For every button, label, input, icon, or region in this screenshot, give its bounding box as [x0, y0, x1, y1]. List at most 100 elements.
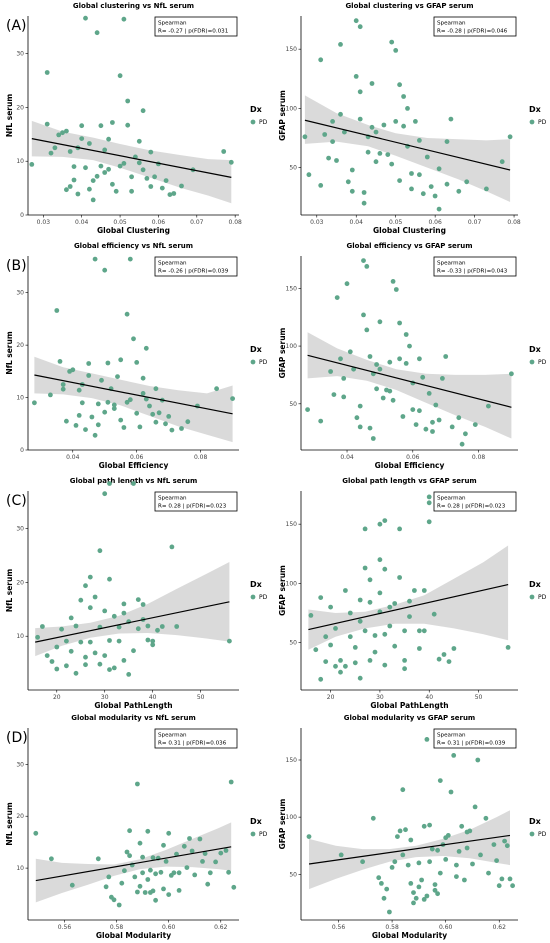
data-point [417, 408, 422, 414]
data-point [207, 870, 213, 876]
legend-marker [529, 359, 535, 365]
data-point [372, 633, 378, 638]
y-tick-label: 10 [16, 865, 24, 872]
data-point [95, 401, 101, 407]
data-point [377, 590, 383, 596]
data-point [400, 787, 406, 793]
data-point [395, 834, 400, 839]
data-point [427, 859, 432, 865]
data-point [411, 900, 416, 906]
data-point [445, 833, 451, 838]
data-point [143, 396, 149, 402]
data-point [143, 345, 149, 351]
stat-box [154, 728, 238, 749]
y-tick-label: 30 [16, 526, 24, 533]
data-point [87, 186, 92, 192]
data-point [483, 815, 489, 821]
data-point [67, 149, 73, 154]
data-point [374, 362, 379, 367]
data-point [347, 610, 353, 616]
data-point [338, 658, 343, 663]
data-point [121, 601, 127, 607]
data-point [150, 638, 156, 644]
data-point [129, 174, 135, 180]
data-point [121, 425, 127, 430]
data-point [86, 373, 92, 378]
data-point [150, 855, 156, 861]
data-point [167, 192, 173, 198]
data-point [306, 172, 312, 178]
data-point [441, 652, 447, 657]
x-tick-label: 40 [149, 694, 157, 701]
data-point [127, 853, 132, 859]
data-point [92, 256, 98, 262]
y-tick-label: 100 [286, 343, 298, 350]
data-point [140, 167, 146, 173]
data-point [407, 343, 412, 349]
stat-value: R= -0.28 | p(FDR)=0.046 [437, 29, 508, 35]
data-point [397, 526, 402, 532]
data-point [357, 597, 363, 603]
legend-title: Dx [529, 817, 542, 826]
panel-label: (B) [6, 258, 27, 274]
data-point [428, 184, 434, 190]
data-point [328, 369, 333, 374]
data-point [417, 356, 422, 362]
data-point [432, 882, 438, 887]
data-point [402, 666, 407, 672]
data-point [432, 887, 438, 893]
y-tick-label: 50 [289, 401, 297, 408]
data-point [430, 419, 435, 425]
x-tick-label: 0.07 [190, 219, 204, 226]
data-point [49, 659, 55, 664]
data-point [125, 98, 131, 104]
data-point [416, 860, 422, 866]
data-point [382, 518, 388, 523]
data-point [334, 158, 339, 163]
chart-4: (C) Global path length vs NfL serum 20 30 40… [5, 477, 268, 710]
data-point [153, 871, 159, 877]
data-point [48, 150, 54, 156]
data-point [102, 170, 108, 175]
chart-3: Global efficiency vs GFAP serum 0.04 0.06 0… [278, 242, 547, 470]
data-point [107, 481, 112, 486]
data-point [87, 639, 93, 645]
data-point [106, 136, 111, 142]
data-point [68, 615, 74, 621]
data-point [401, 94, 406, 99]
y-tick-label: 0 [20, 447, 24, 454]
data-point [52, 145, 58, 151]
data-point [443, 354, 449, 359]
regression-line [35, 846, 232, 882]
x-axis-label: Global Efficiency [375, 461, 445, 470]
data-point [456, 415, 462, 421]
data-point [376, 875, 382, 881]
data-point [137, 840, 143, 846]
data-point [322, 132, 328, 137]
data-point [179, 183, 184, 189]
data-point [377, 319, 383, 325]
data-point [502, 838, 507, 844]
data-point [407, 614, 412, 619]
data-point [443, 857, 449, 862]
data-point [94, 30, 100, 36]
data-point [29, 162, 35, 167]
data-point [377, 366, 383, 372]
stat-box [154, 256, 238, 277]
stat-method: Spearman [437, 21, 466, 27]
data-point [357, 424, 363, 430]
data-point [413, 895, 419, 901]
data-point [111, 402, 117, 408]
y-axis-label: GFAP serum [278, 565, 287, 616]
y-tick-label: 50 [289, 640, 297, 647]
data-point [349, 167, 355, 173]
data-point [417, 628, 422, 634]
data-point [145, 637, 151, 643]
data-point [367, 425, 373, 431]
data-point [110, 181, 115, 187]
data-point [367, 577, 373, 583]
data-point [161, 886, 166, 892]
data-point [59, 626, 64, 632]
stat-box [433, 491, 517, 512]
data-point [60, 130, 65, 136]
